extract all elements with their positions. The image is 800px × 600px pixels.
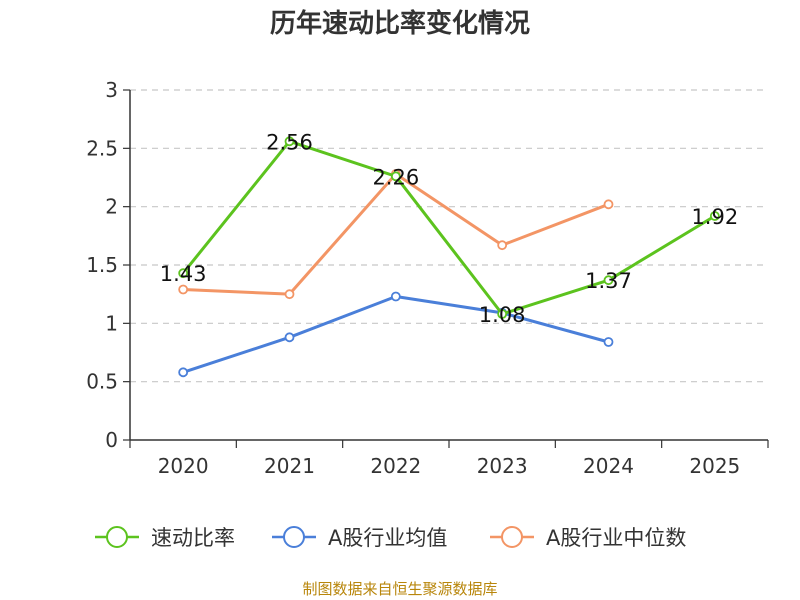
data-label: 1.37 [585,269,632,293]
data-label: 1.08 [479,303,526,327]
data-point[interactable] [284,136,295,147]
y-tick-label: 3 [105,78,118,102]
data-point[interactable] [709,211,720,221]
legend-label: A股行业均值 [328,526,447,550]
data-point[interactable] [390,171,401,182]
legend-label: A股行业中位数 [546,526,686,550]
legend-marker-icon [501,526,523,548]
data-point[interactable] [603,199,614,210]
data-label: 1.43 [160,262,207,286]
legend-item-0[interactable]: 速动比率 [95,526,235,550]
data-label: 2.26 [372,165,419,189]
x-tick-label: 2022 [370,454,421,478]
x-tick-label: 2021 [264,454,315,478]
legend[interactable]: 速动比率 A股行业均值 A股行业中位数 [95,526,686,550]
x-tick-label: 2023 [477,454,528,478]
data-point[interactable] [178,367,189,378]
data-point[interactable] [603,337,614,347]
data-point[interactable] [497,240,508,251]
legend-item-2[interactable]: A股行业中位数 [490,526,686,550]
data-point[interactable] [497,309,508,319]
chart-title: 历年速动比率变化情况 [270,8,530,39]
grid-lines [130,89,768,383]
series-line-0 [181,139,716,316]
x-tick-label: 2025 [689,454,740,478]
legend-marker-icon [283,526,305,548]
y-tick-label: 1 [105,311,118,335]
x-tick-label: 2020 [158,454,209,478]
data-point[interactable] [284,332,295,343]
data-label: 2.56 [266,130,313,154]
series-line-1 [182,295,609,374]
y-tick-label: 0.5 [86,370,118,394]
legend-label: 速动比率 [151,526,235,550]
legend-marker-icon [106,526,128,548]
y-tick-label: 2.5 [86,136,118,160]
data-point[interactable] [178,284,189,295]
data-label: 1.92 [691,205,738,229]
y-tick-label: 2 [105,195,118,219]
axes: 0 0.5 1 1.5 2 2.5 3 2020 2021 2022 2023 2024 2025 [86,78,769,478]
y-tick-label: 1.5 [86,253,118,277]
source-note: 制图数据来自恒生聚源数据库 [302,580,497,598]
x-tick-label: 2024 [583,454,634,478]
data-point[interactable] [284,289,295,300]
data-point[interactable] [603,275,614,286]
series-group: 1.43 2.56 2.26 1.08 1.37 1.92 [160,130,738,378]
data-point[interactable] [390,291,401,302]
data-point[interactable] [178,268,189,279]
y-tick-label: 0 [105,428,118,452]
legend-item-1[interactable]: A股行业均值 [272,526,447,550]
